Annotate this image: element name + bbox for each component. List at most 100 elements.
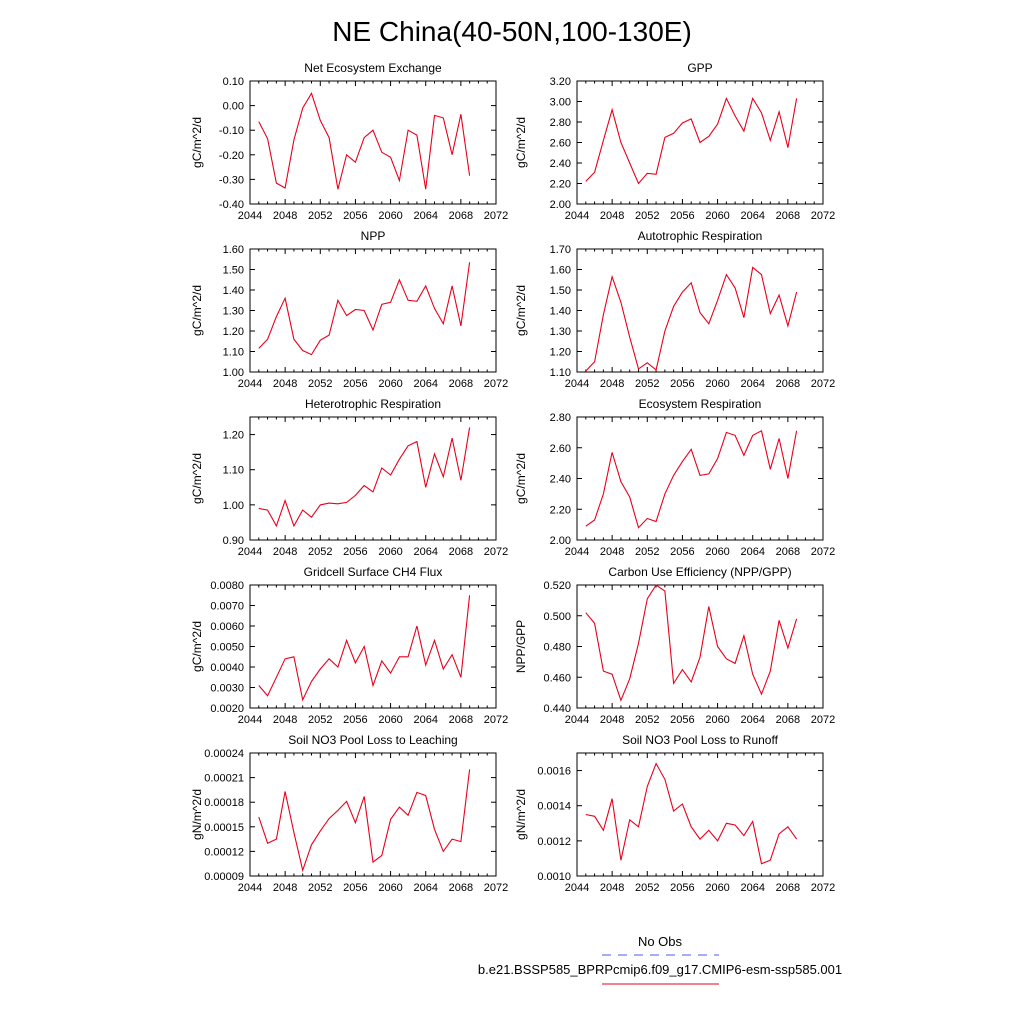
x-tick-label: 2048 [273,378,297,390]
y-tick-label: 1.40 [223,285,244,297]
panel-gridcell-surface-ch4-flux: Gridcell Surface CH4 Flux 2044 2048 2052 205… [190,565,508,726]
panel-autotrophic-respiration: Autotrophic Respiration 2044 2048 2052 2056 2… [514,229,835,390]
x-tick-label: 2056 [670,546,694,558]
panel-title: Soil NO3 Pool Loss to Leaching [288,733,457,747]
x-tick-label: 2060 [378,714,402,726]
x-tick-label: 2044 [238,714,262,726]
x-tick-label: 2056 [343,210,367,222]
y-axis-label: gC/m^2/d [190,621,204,672]
y-tick-label: 2.20 [550,179,571,191]
x-tick-label: 2060 [705,714,729,726]
y-tick-label: 1.70 [550,244,571,256]
series-line-0 [258,595,471,702]
y-tick-label: 0.90 [223,535,244,547]
y-tick-label: 2.80 [550,412,571,424]
legend: No Obs b.e21.BSSP585_BPRPcmip6.f09_g17.C… [478,934,842,985]
legend-obs-label: No Obs [638,934,683,949]
y-axis-label: gN/m^2/d [190,789,204,840]
series-line-0 [258,91,471,190]
x-tick-label: 2056 [670,882,694,894]
x-tick-label: 2064 [413,210,437,222]
panel-title: Soil NO3 Pool Loss to Runoff [622,733,779,747]
y-axis-label: gC/m^2/d [514,285,528,336]
x-tick-label: 2072 [484,714,508,726]
x-tick-label: 2072 [811,882,835,894]
y-tick-label: -0.40 [219,199,244,211]
panel-net-ecosystem-exchange: Net Ecosystem Exchange 2044 2048 2052 2056 20… [190,61,508,222]
panel-ecosystem-respiration: Ecosystem Respiration 2044 2048 2052 2056 206… [514,397,835,558]
panel-carbon-use-efficiency-npp-gpp: Carbon Use Efficiency (NPP/GPP) 2044 2048 2… [514,565,835,726]
y-tick-label: 0.00018 [204,797,244,809]
x-tick-label: 2044 [238,882,262,894]
y-tick-label: 1.10 [223,347,244,359]
x-tick-label: 2068 [449,882,473,894]
x-tick-label: 2060 [705,546,729,558]
y-tick-label: 2.80 [550,117,571,129]
y-tick-label: 1.00 [223,500,244,512]
plot-frame [249,248,497,373]
y-tick-label: 1.20 [223,430,244,442]
y-tick-label: 2.40 [550,474,571,486]
y-tick-label: 1.50 [223,265,244,277]
series-line-0 [258,427,471,528]
y-tick-label: -0.30 [219,174,244,186]
y-axis-label: NPP/GPP [514,620,528,673]
x-tick-label: 2068 [449,546,473,558]
y-tick-label: 0.00 [223,101,244,113]
y-tick-label: 1.30 [223,306,244,318]
y-tick-label: -0.20 [219,150,244,162]
series-line-0 [585,762,798,865]
x-tick-label: 2072 [811,546,835,558]
x-tick-label: 2044 [565,546,589,558]
y-axis-label: gC/m^2/d [514,117,528,168]
x-tick-label: 2072 [484,546,508,558]
series-line-0 [585,429,798,529]
x-tick-label: 2048 [600,546,624,558]
x-tick-label: 2048 [600,210,624,222]
y-tick-label: 2.00 [550,199,571,211]
series-line-0 [585,584,798,702]
x-tick-label: 2056 [670,378,694,390]
x-tick-label: 2064 [740,546,764,558]
y-tick-label: 1.10 [223,465,244,477]
x-tick-label: 2048 [273,882,297,894]
y-tick-label: 2.00 [550,535,571,547]
x-tick-label: 2064 [413,882,437,894]
x-tick-label: 2052 [308,546,332,558]
plot-frame [249,752,497,877]
y-tick-label: 3.20 [550,76,571,88]
x-tick-label: 2064 [740,210,764,222]
y-tick-label: 0.00024 [204,748,244,760]
y-tick-label: 1.00 [223,367,244,379]
y-tick-label: 0.0016 [537,766,571,778]
panel-title: GPP [687,61,712,75]
x-tick-label: 2072 [811,378,835,390]
y-tick-label: 2.60 [550,138,571,150]
y-axis-label: gC/m^2/d [514,453,528,504]
y-axis-label: gC/m^2/d [190,453,204,504]
y-tick-label: 2.60 [550,443,571,455]
y-tick-label: 1.60 [223,244,244,256]
x-tick-label: 2068 [776,546,800,558]
plot-frame [249,584,497,709]
y-tick-label: 0.0012 [537,836,571,848]
x-tick-label: 2068 [776,882,800,894]
x-tick-label: 2072 [484,210,508,222]
panel-grid: Net Ecosystem Exchange 2044 2048 2052 2056 20… [190,61,835,894]
panel-title: Gridcell Surface CH4 Flux [304,565,443,579]
x-tick-label: 2060 [378,546,402,558]
y-tick-label: 0.10 [223,76,244,88]
x-tick-label: 2052 [635,210,659,222]
x-tick-label: 2072 [811,714,835,726]
panel-npp: NPP 2044 2048 2052 2056 2060 2064 2068 2072 1.00 1… [190,229,508,390]
x-tick-label: 2044 [565,378,589,390]
x-tick-label: 2060 [378,378,402,390]
panel-soil-no3-pool-loss-to-leaching: Soil NO3 Pool Loss to Leaching 2044 2048 20… [190,733,508,894]
x-tick-label: 2048 [273,546,297,558]
plot-frame [249,416,497,541]
x-tick-label: 2048 [273,714,297,726]
panel-title: Carbon Use Efficiency (NPP/GPP) [608,565,791,579]
y-tick-label: 0.0010 [537,871,571,883]
x-tick-label: 2068 [449,714,473,726]
